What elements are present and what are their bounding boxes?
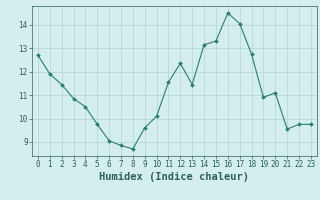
X-axis label: Humidex (Indice chaleur): Humidex (Indice chaleur) [100, 172, 249, 182]
